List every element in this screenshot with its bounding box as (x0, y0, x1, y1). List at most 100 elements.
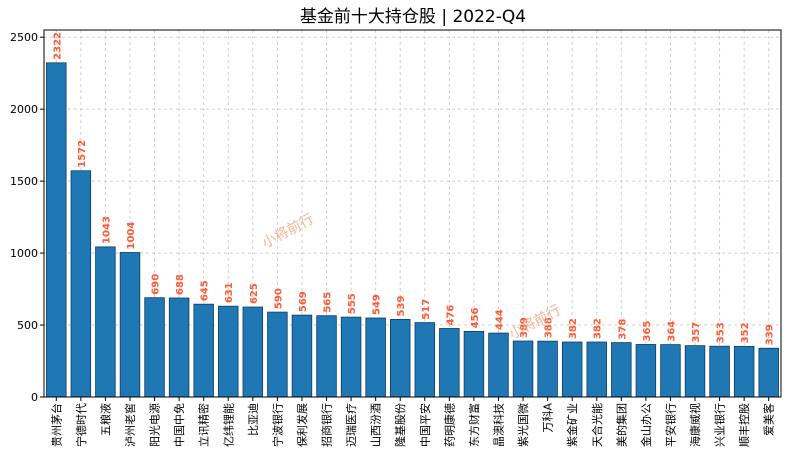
data-label: 590 (273, 288, 284, 309)
y-tick-label: 2000 (10, 103, 38, 116)
data-label: 353 (716, 322, 727, 343)
data-label: 388 (544, 317, 555, 338)
data-label: 365 (642, 321, 653, 342)
x-tick-label: 中国中免 (172, 403, 186, 447)
data-label: 456 (470, 307, 481, 328)
x-tick-label: 中国平安 (418, 403, 432, 447)
bar (291, 314, 313, 398)
x-tick-label: 泸州老窖 (123, 403, 137, 447)
bar (218, 305, 239, 398)
bar (709, 345, 730, 398)
data-labels-group: 2322 1572 1043 1004 690 688 645 631 625 590 569 565… (52, 32, 775, 345)
data-label: 565 (323, 292, 334, 313)
x-tick-label: 平安银行 (663, 403, 677, 447)
x-tick-label: 爱美客 (762, 403, 776, 436)
bar (365, 317, 386, 398)
x-tick-label: 山西汾酒 (370, 403, 383, 447)
data-label: 1572 (77, 140, 88, 168)
bar (758, 347, 779, 398)
x-tick-label: 万科A (541, 403, 555, 433)
x-tick-label: 立讯精密 (197, 403, 211, 447)
y-tick-label: 1500 (10, 175, 38, 188)
x-tick-label: 海康威视 (688, 403, 702, 447)
x-tick-label: 宁波银行 (270, 403, 284, 447)
data-label: 688 (175, 274, 186, 295)
x-tick-label: 兴业银行 (713, 403, 727, 447)
data-label: 631 (224, 282, 235, 303)
bar (611, 342, 632, 398)
data-label: 382 (593, 318, 604, 339)
chart-title: 基金前十大持仓股 | 2022-Q4 (300, 7, 526, 27)
data-label: 555 (347, 293, 358, 314)
x-tick-label: 迈瑞医疗 (344, 403, 358, 447)
bar (242, 306, 264, 398)
data-label: 549 (372, 294, 383, 315)
data-label: 352 (740, 322, 751, 343)
plot-frame (43, 29, 782, 398)
bars-group (46, 62, 779, 398)
data-label: 517 (421, 299, 432, 320)
data-label: 625 (249, 283, 260, 304)
x-tick-label: 药明康德 (442, 403, 456, 447)
x-tick-label: 阳光电源 (148, 403, 162, 447)
x-tick-label: 亿纬锂能 (221, 403, 235, 447)
watermark-text: 小将前行 (506, 301, 563, 342)
data-label: 364 (666, 321, 677, 342)
data-label: 2322 (52, 32, 63, 60)
grid-lines (44, 30, 781, 398)
x-tick-label: 紫金矿业 (565, 403, 579, 447)
bar (389, 319, 411, 398)
bar (95, 246, 116, 398)
x-tick-label: 宁德时代 (74, 403, 88, 447)
watermark-text: 小将前行 (259, 210, 316, 251)
data-label: 645 (200, 280, 211, 301)
data-label: 1004 (126, 222, 137, 250)
bar (561, 341, 583, 398)
data-label: 444 (494, 309, 505, 330)
data-label: 569 (298, 291, 309, 312)
bar (635, 344, 657, 398)
x-tick-label: 招商银行 (320, 403, 334, 447)
data-label: 339 (765, 324, 776, 345)
x-tick-label: 保利发展 (295, 403, 309, 447)
data-label: 1043 (101, 216, 112, 244)
x-tick-label: 美的集团 (614, 403, 628, 447)
x-tick-label: 顺丰控股 (737, 403, 751, 447)
y-axis: 0 500 1000 1500 2000 2500 (10, 31, 44, 404)
y-tick-label: 500 (17, 319, 38, 332)
bar (488, 332, 509, 398)
x-tick-label: 贵州茅台 (49, 403, 63, 447)
x-tick-label: 东方财富 (467, 403, 481, 447)
x-tick-label: 天合光能 (590, 403, 604, 447)
data-label: 357 (691, 322, 702, 343)
data-label: 389 (519, 317, 530, 338)
data-label: 690 (151, 274, 162, 295)
bar (684, 345, 706, 398)
bar (660, 344, 681, 398)
bar (340, 316, 362, 398)
y-tick-label: 2500 (10, 31, 38, 44)
x-tick-label: 金山办公 (639, 403, 653, 447)
x-tick-label: 五粮液 (98, 403, 112, 436)
bar (537, 340, 558, 398)
x-axis: 贵州茅台 宁德时代 五粮液 泸州老窖 阳光电源 中国中免 立讯精密 亿纬锂能 比亚迪 宁波银行 保利… (49, 397, 776, 447)
y-tick-label: 0 (31, 391, 38, 404)
x-tick-label: 隆基股份 (393, 403, 407, 447)
y-tick-label: 1000 (10, 247, 38, 260)
x-tick-label: 比亚迪 (247, 403, 260, 436)
bar (70, 170, 92, 398)
bar (316, 315, 337, 398)
bar (439, 328, 460, 398)
bar (512, 340, 534, 398)
bar (168, 297, 190, 398)
data-label: 476 (445, 305, 456, 326)
bar (144, 297, 165, 398)
x-tick-label: 晶澳科技 (491, 403, 505, 447)
x-tick-label: 紫光国微 (516, 403, 530, 447)
bar (193, 303, 214, 398)
bar (119, 252, 141, 398)
bar (46, 62, 67, 398)
bar (267, 311, 288, 398)
bar (463, 330, 485, 398)
